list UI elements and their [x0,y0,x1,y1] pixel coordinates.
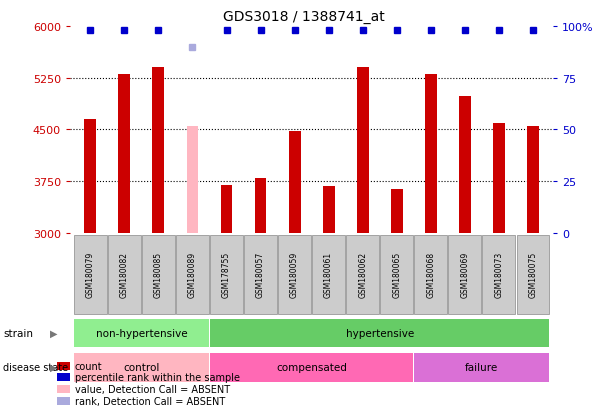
FancyBboxPatch shape [176,235,209,314]
Text: value, Detection Call = ABSENT: value, Detection Call = ABSENT [75,384,230,394]
FancyBboxPatch shape [74,235,106,314]
Bar [425,75,437,233]
Bar [357,68,368,233]
Text: GSM180068: GSM180068 [426,252,435,298]
Text: non-hypertensive: non-hypertensive [95,328,187,338]
FancyBboxPatch shape [483,235,515,314]
Bar [391,190,402,233]
Text: GSM180089: GSM180089 [188,252,197,298]
Text: GSM180073: GSM180073 [494,252,503,298]
FancyBboxPatch shape [210,353,413,382]
Bar [255,178,266,233]
Text: GSM180082: GSM180082 [120,252,129,298]
Text: GSM180061: GSM180061 [324,252,333,298]
Text: disease state: disease state [3,362,68,372]
Text: hypertensive: hypertensive [345,328,414,338]
Text: GSM178755: GSM178755 [222,252,231,298]
Bar [493,123,505,233]
Text: GSM180085: GSM180085 [154,252,163,298]
Text: control: control [123,362,159,372]
FancyBboxPatch shape [381,235,413,314]
Bar [187,127,198,233]
Text: GSM180062: GSM180062 [358,252,367,298]
FancyBboxPatch shape [210,235,243,314]
Bar [221,185,232,233]
Bar [289,131,300,233]
Text: compensated: compensated [276,362,347,372]
FancyBboxPatch shape [517,235,549,314]
Bar [527,127,539,233]
Bar [58,362,70,370]
Bar [58,373,70,381]
Text: ▶: ▶ [50,328,57,338]
FancyBboxPatch shape [313,235,345,314]
FancyBboxPatch shape [244,235,277,314]
Bar [85,120,96,233]
Text: GSM180069: GSM180069 [460,252,469,298]
Text: GSM180057: GSM180057 [256,252,265,298]
FancyBboxPatch shape [142,235,174,314]
Text: GSM180065: GSM180065 [392,252,401,298]
Text: percentile rank within the sample: percentile rank within the sample [75,373,240,382]
Text: GSM180059: GSM180059 [290,252,299,298]
FancyBboxPatch shape [278,235,311,314]
Bar [459,97,471,233]
Text: rank, Detection Call = ABSENT: rank, Detection Call = ABSENT [75,396,225,406]
FancyBboxPatch shape [415,235,447,314]
FancyBboxPatch shape [74,353,209,382]
Text: GSM180075: GSM180075 [528,252,537,298]
Text: GSM180079: GSM180079 [86,252,95,298]
Bar [323,187,334,233]
FancyBboxPatch shape [108,235,140,314]
Text: strain: strain [3,328,33,338]
Bar [119,75,130,233]
Bar [58,385,70,393]
Text: ▶: ▶ [50,362,57,372]
Text: count: count [75,361,102,371]
FancyBboxPatch shape [449,235,481,314]
Bar [153,68,164,233]
FancyBboxPatch shape [74,319,209,347]
Text: GDS3018 / 1388741_at: GDS3018 / 1388741_at [223,10,385,24]
Text: failure: failure [465,362,499,372]
Bar [58,396,70,405]
FancyBboxPatch shape [210,319,549,347]
FancyBboxPatch shape [347,235,379,314]
FancyBboxPatch shape [415,353,549,382]
